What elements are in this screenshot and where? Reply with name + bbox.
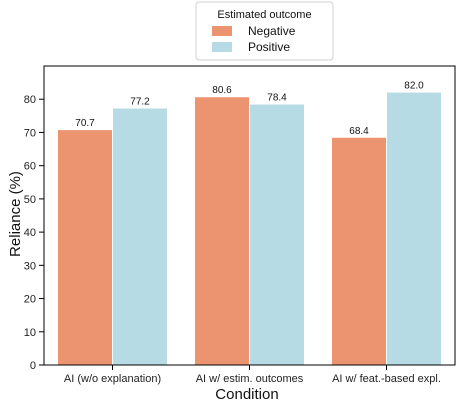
legend-swatch-negative (212, 26, 232, 36)
bar-negative-1 (58, 130, 112, 365)
y-tick-label: 50 (24, 194, 36, 206)
y-tick-label: 60 (24, 161, 36, 173)
data-label-positive-3: 82.0 (404, 81, 424, 92)
legend: Estimated outcome Negative Positive (195, 1, 334, 61)
data-label-positive-1: 77.2 (130, 97, 150, 108)
x-tick-label: AI w/ estim. outcomes (196, 373, 304, 385)
data-label-negative-3: 68.4 (349, 126, 369, 137)
y-axis-title: Reliance (%) (7, 171, 24, 257)
y-tick-label: 10 (24, 327, 36, 339)
y-tick-label: 70 (24, 127, 36, 139)
legend-title: Estimated outcome (217, 9, 311, 21)
y-tick-label: 0 (30, 360, 36, 372)
y-tick-label: 20 (24, 294, 36, 306)
data-label-positive-2: 78.4 (267, 93, 287, 104)
x-tick-label: AI w/ feat.-based expl. (332, 373, 441, 385)
legend-swatch-positive (212, 42, 232, 52)
bar-positive-1 (113, 108, 167, 365)
legend-label-positive: Positive (248, 40, 290, 54)
x-tick-label: AI (w/o explanation) (64, 373, 161, 385)
bar-negative-3 (332, 137, 386, 365)
data-label-negative-1: 70.7 (75, 118, 95, 129)
bar-negative-2 (195, 97, 249, 366)
bar-positive-3 (387, 92, 441, 366)
y-tick-label: 30 (24, 260, 36, 272)
legend-label-negative: Negative (248, 24, 296, 38)
bar-positive-2 (250, 104, 304, 365)
x-axis-title: Condition (215, 386, 278, 403)
plot-frame (43, 65, 456, 366)
y-tick-label: 80 (24, 94, 36, 106)
data-label-negative-2: 80.6 (212, 85, 232, 96)
y-tick-label: 40 (24, 227, 36, 239)
